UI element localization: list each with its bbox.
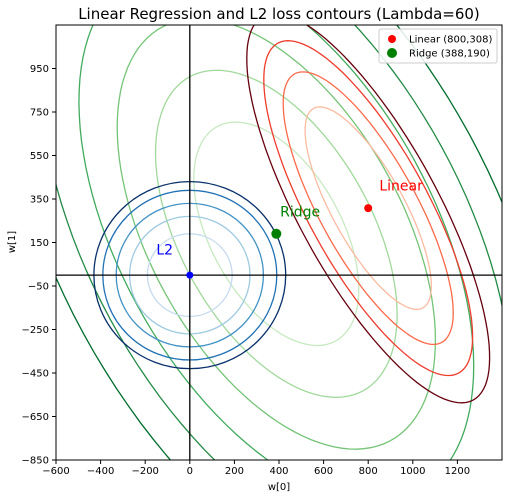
legend-entry: Linear (800,308) (409, 35, 493, 46)
loss-contour (263, 40, 474, 377)
annotation-label: Linear (379, 178, 423, 194)
x-tick-label: −200 (131, 466, 158, 477)
annotation-label: L2 (156, 242, 173, 258)
x-tick-label: 800 (359, 466, 378, 477)
loss-contour (282, 71, 454, 346)
legend: Linear (800,308) Ridge (388,190) (378, 28, 498, 64)
y-tick-label: 150 (30, 238, 49, 249)
legend-box (378, 28, 498, 64)
data-point (271, 228, 282, 239)
x-tick-label: −600 (42, 466, 69, 477)
y-tick-label: −650 (22, 412, 49, 423)
y-tick-label: 750 (30, 108, 49, 119)
loss-contour (246, 25, 491, 404)
x-tick-label: −400 (87, 466, 114, 477)
x-tick-label: 1000 (400, 466, 425, 477)
data-point (364, 204, 373, 213)
legend-entry: Ridge (388,190) (409, 49, 490, 60)
y-tick-label: 350 (30, 195, 49, 206)
axis-ticks: −600 −400 −200 0 200 400 600 800 1000 1200 −850 −65… (22, 64, 471, 477)
y-tick-label: −450 (22, 369, 49, 380)
x-tick-label: 600 (314, 466, 333, 477)
y-tick-label: 950 (30, 64, 49, 75)
y-tick-label: −50 (28, 282, 49, 293)
x-tick-label: 1200 (445, 466, 470, 477)
y-tick-label: 550 (30, 151, 49, 162)
annotation-label: Ridge (280, 204, 320, 220)
chart-title: Linear Regression and L2 loss contours (… (78, 5, 480, 23)
combined-contour (193, 121, 360, 347)
y-axis-label: w[1] (7, 231, 18, 253)
legend-marker (387, 48, 397, 58)
data-point (186, 271, 194, 279)
legend-marker (388, 35, 396, 43)
x-tick-label: 200 (225, 466, 244, 477)
y-tick-label: −250 (22, 325, 49, 336)
x-tick-label: 400 (269, 466, 288, 477)
combined-contour (116, 25, 437, 450)
x-axis-label: w[0] (268, 482, 290, 493)
loss-contour (304, 106, 432, 311)
y-tick-label: −850 (22, 456, 49, 467)
combined-contour (78, 25, 475, 460)
x-tick-label: 0 (187, 466, 193, 477)
